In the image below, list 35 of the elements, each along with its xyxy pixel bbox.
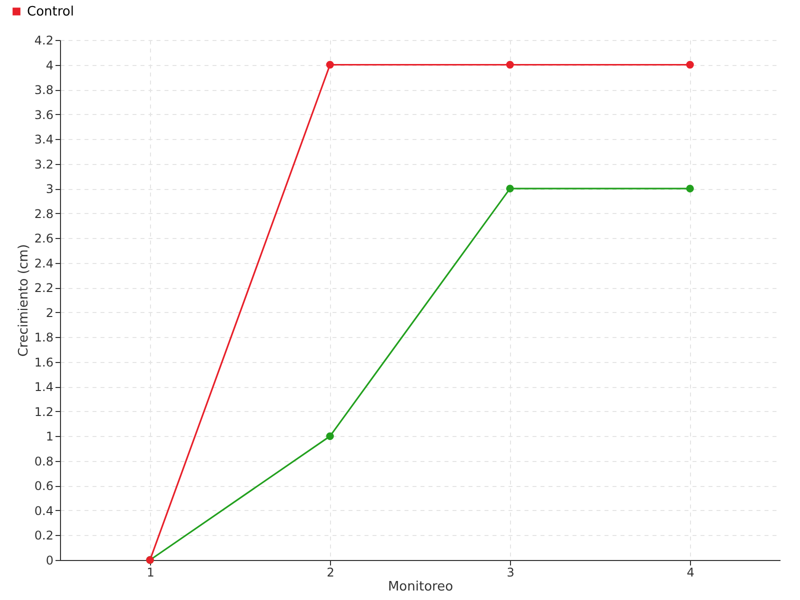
y-tick-label: 1.8 (34, 330, 54, 345)
y-tick-label: 1.6 (34, 355, 54, 370)
y-axis-title: Crecimiento (cm) (16, 244, 32, 357)
y-tick-label: 3.2 (34, 157, 54, 172)
y-tick-label: 1.2 (34, 404, 54, 419)
y-tick-label: 2.4 (34, 256, 54, 270)
y-tick-label: 3.8 (34, 83, 54, 98)
y-tick-label: 0.8 (34, 454, 54, 468)
point (686, 60, 694, 69)
point (326, 60, 334, 69)
x-axis-title: Monitoreo (388, 580, 454, 594)
legend-label: Control (27, 4, 74, 20)
y-tick-label: 4.2 (34, 34, 54, 48)
y-tick-label: 2.2 (34, 281, 54, 296)
y-tick-label: 2 (46, 306, 54, 320)
x-tick-label: 3 (506, 566, 514, 580)
point (686, 184, 694, 192)
y-tick-label: 0.2 (34, 528, 54, 543)
y-tick-label: 3.6 (34, 108, 54, 122)
y-tick-label: 2.6 (34, 232, 54, 246)
x-tick-label: 4 (686, 566, 694, 580)
y-tick-label: 4 (46, 58, 54, 72)
x-tick-label: 2 (326, 566, 334, 580)
y-tick-label: 0 (46, 554, 54, 568)
y-tick-label: 3 (46, 182, 54, 196)
y-tick-label: 1 (46, 430, 54, 444)
point (326, 432, 334, 440)
y-tick-label: 0.6 (34, 479, 54, 494)
y-tick-label: 1.4 (34, 380, 54, 394)
y-tick-label: 3.4 (34, 132, 54, 147)
y-tick-label: 2.8 (34, 206, 54, 221)
point (506, 184, 514, 192)
y-tick-label: 0.4 (34, 504, 54, 518)
point (506, 60, 514, 69)
x-tick-label: 1 (146, 566, 154, 580)
